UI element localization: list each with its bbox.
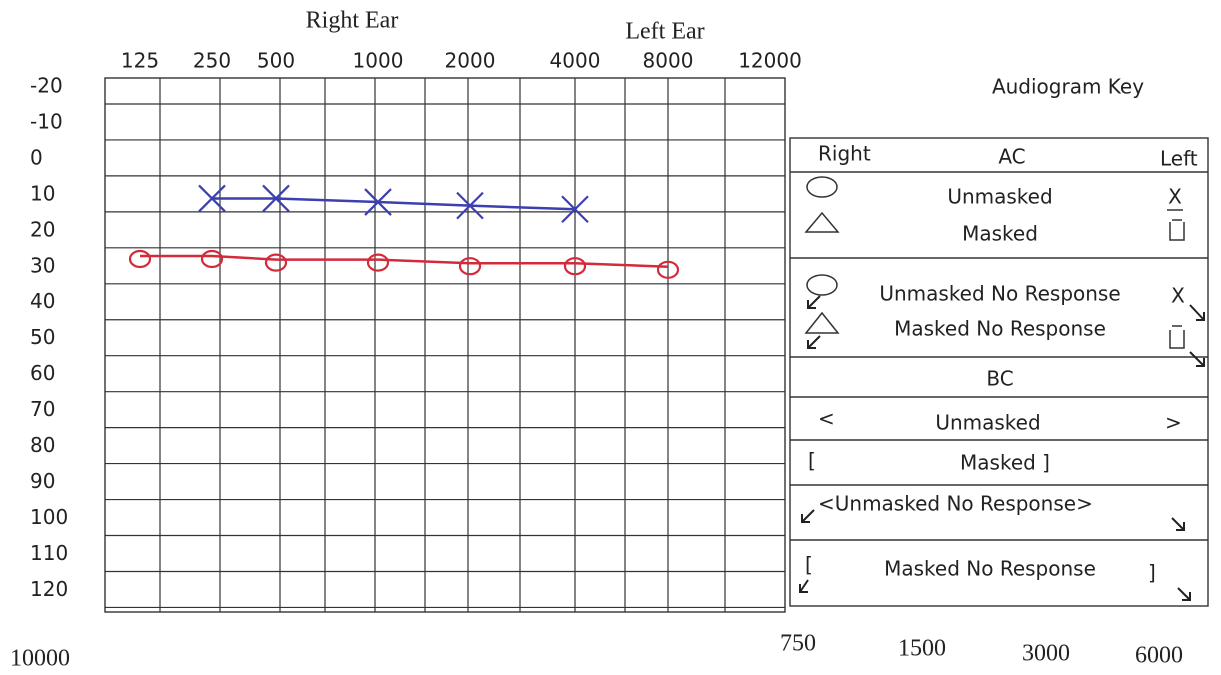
key-label: Unmasked xyxy=(947,185,1052,209)
y-tick-label: 90 xyxy=(30,469,55,493)
y-tick-label: -10 xyxy=(30,109,63,133)
key-label: <Unmasked No Response> xyxy=(818,492,1093,516)
bottom-label: 10000 xyxy=(10,646,70,672)
circle-marker xyxy=(563,257,587,276)
key-label: Unmasked xyxy=(935,411,1040,435)
x-tick-label: 12000 xyxy=(738,49,802,73)
arrow xyxy=(801,509,815,523)
key-label: Masked No Response xyxy=(884,557,1096,581)
key-label: Unmasked No Response xyxy=(879,282,1120,306)
y-tick-label: 100 xyxy=(30,505,68,529)
key-label: Masked xyxy=(962,222,1038,246)
bottom-label: 1500 xyxy=(898,636,946,662)
key-label: Masked ] xyxy=(960,451,1050,475)
x-tick-label: 4000 xyxy=(550,49,601,73)
x-marker xyxy=(364,188,392,216)
circle-marker xyxy=(264,253,288,272)
x-tick-label: 2000 xyxy=(445,49,496,73)
arrow xyxy=(1189,304,1205,321)
y-tick-label: 60 xyxy=(30,361,55,385)
grid xyxy=(104,77,786,613)
key-bc: BC xyxy=(986,367,1013,391)
y-tick-label: 80 xyxy=(30,433,55,457)
key-symbol: [ xyxy=(808,449,816,473)
x-tick-label: 1000 xyxy=(353,49,404,73)
key-symbol: ] xyxy=(1148,561,1156,585)
circle-symbol xyxy=(806,176,838,198)
y-tick-label: 0 xyxy=(30,145,43,169)
circle-marker xyxy=(200,249,224,269)
key-ac: AC xyxy=(998,145,1025,169)
x-marker xyxy=(262,184,290,213)
x-marker xyxy=(198,184,226,213)
key-symbol: [ xyxy=(805,553,813,577)
y-tick-label: 120 xyxy=(30,577,68,601)
arrow xyxy=(1189,351,1205,367)
circle-marker xyxy=(656,260,680,279)
key-symbol: X xyxy=(1171,284,1185,308)
y-tick-label: 40 xyxy=(30,289,55,313)
key-right: Right xyxy=(818,142,871,166)
y-tick-label: -20 xyxy=(30,73,63,97)
triangle-symbol xyxy=(804,311,840,334)
arrow xyxy=(799,579,809,593)
x-marker xyxy=(561,195,589,224)
bottom-label: 6000 xyxy=(1135,643,1183,669)
series-line xyxy=(140,254,669,269)
bracket-symbol xyxy=(1169,219,1185,241)
key-box xyxy=(789,137,1209,607)
bottom-label: 750 xyxy=(780,631,816,657)
x-tick-label: 8000 xyxy=(643,49,694,73)
triangle-symbol xyxy=(804,211,840,233)
x-marker xyxy=(456,191,484,220)
key-label: Masked No Response xyxy=(894,317,1106,341)
y-tick-label: 10 xyxy=(30,181,55,205)
x-tick-label: 250 xyxy=(193,49,231,73)
key-symbol: < xyxy=(818,407,835,431)
y-tick-label: 20 xyxy=(30,217,55,241)
arrow xyxy=(807,295,821,309)
plot-frame xyxy=(104,77,786,613)
y-tick-label: 50 xyxy=(30,325,55,349)
y-tick-label: 30 xyxy=(30,253,55,277)
arrow xyxy=(1177,587,1191,601)
y-tick-label: 70 xyxy=(30,397,55,421)
circle-symbol xyxy=(806,274,838,296)
plot xyxy=(128,184,680,279)
key-title: Audiogram Key xyxy=(992,75,1144,99)
key-symbol: > xyxy=(1165,411,1182,435)
x-tick-label: 500 xyxy=(257,49,295,73)
arrow xyxy=(807,335,821,349)
key-symbol: X xyxy=(1168,185,1182,209)
arrow xyxy=(1171,517,1185,531)
bottom-label: 3000 xyxy=(1022,641,1070,667)
circle-marker xyxy=(366,253,390,272)
circle-marker xyxy=(458,257,482,276)
y-tick-label: 110 xyxy=(30,541,68,565)
bracket-symbol xyxy=(1169,325,1185,349)
series-label: Right Ear xyxy=(306,8,399,34)
x-tick-label: 125 xyxy=(121,49,159,73)
audiogram-key: Audiogram Key Right AC Left Unmasked X M… xyxy=(789,75,1209,607)
circle-marker xyxy=(128,249,152,269)
key-left: Left xyxy=(1160,147,1198,171)
series-label: Left Ear xyxy=(625,19,704,45)
